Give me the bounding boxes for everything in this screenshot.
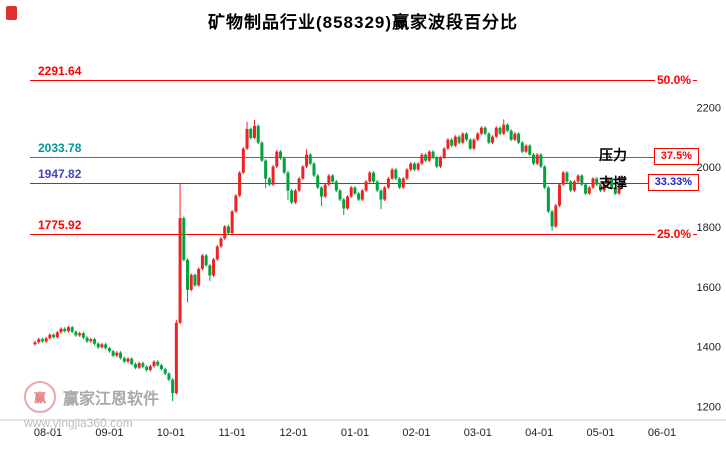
svg-text:03-01: 03-01 [464, 427, 492, 439]
svg-text:09-01: 09-01 [95, 427, 123, 439]
svg-text:10-01: 10-01 [157, 427, 185, 439]
svg-text:06-01: 06-01 [648, 427, 676, 439]
svg-text:1200: 1200 [697, 402, 721, 414]
level-percent-label: 33.33% [647, 173, 699, 191]
level-lines-layer [30, 80, 697, 235]
watermark-url: www.yingjia360.com [24, 416, 133, 430]
candles-layer [33, 119, 621, 402]
svg-text:04-01: 04-01 [525, 427, 553, 439]
svg-text:1600: 1600 [697, 282, 721, 294]
level-price-label: 2291.64 [36, 63, 84, 78]
level-percent-label: 37.5% [653, 148, 699, 166]
watermark-brand: 赢家江恩软件 [63, 391, 160, 408]
level-price-label: 1775.92 [36, 218, 84, 233]
svg-text:2000: 2000 [697, 162, 721, 174]
level-price-label: 1947.82 [36, 166, 84, 181]
support-label: 支撑 [599, 174, 627, 191]
x-axis-labels: 08-01 09-01 10-01 11-01 12-01 01-01 02-01 03-01… [34, 427, 676, 439]
svg-text:12-01: 12-01 [280, 427, 308, 439]
svg-text:1400: 1400 [697, 342, 721, 354]
level-price-label: 2033.78 [36, 141, 84, 156]
level-percent-label: 25.0% [654, 227, 693, 242]
y-axis-labels: 2200 2000 1800 1600 1400 1200 [697, 102, 721, 413]
watermark-logo-icon: 赢 [24, 381, 56, 413]
svg-text:01-01: 01-01 [341, 427, 369, 439]
page-title: 矿物制品行业(858329)赢家波段百分比 [207, 13, 519, 32]
svg-text:05-01: 05-01 [587, 427, 615, 439]
pressure-label: 压力 [599, 147, 627, 164]
svg-text:11-01: 11-01 [219, 427, 246, 439]
svg-text:2200: 2200 [697, 102, 721, 114]
svg-text:02-01: 02-01 [402, 427, 430, 439]
app-logo-icon [6, 6, 17, 20]
watermark: 赢 赢家江恩软件 www.yingjia360.com [24, 381, 159, 430]
svg-text:1800: 1800 [697, 222, 721, 234]
svg-text:08-01: 08-01 [34, 427, 62, 439]
level-percent-label: 50.0% [654, 72, 693, 87]
